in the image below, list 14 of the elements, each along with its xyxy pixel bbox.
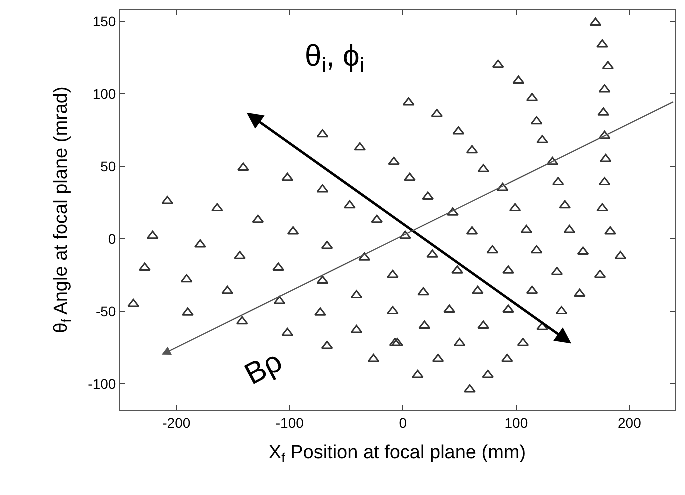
y-tick-label: -100 — [88, 376, 116, 392]
x-tick-label: 0 — [399, 414, 408, 431]
x-tick-label: 200 — [618, 414, 642, 431]
y-tick-label: 100 — [92, 86, 116, 102]
y-tick-label: 0 — [108, 230, 116, 247]
x-tick-label: -200 — [162, 414, 191, 431]
x-tick-label: 100 — [504, 414, 528, 431]
y-tick-label: 150 — [92, 13, 116, 30]
annotation: Bρ — [240, 345, 288, 392]
x-axis-title: X$_{f}$ Position at focal plane (mm) — [268, 442, 526, 466]
y-tick-label: -50 — [96, 303, 116, 320]
x-tick-label: -100 — [276, 414, 304, 431]
annotation: θ$_{i}$, ϕ$_{i}$ — [305, 40, 365, 78]
y-tick-label: 50 — [100, 158, 116, 174]
